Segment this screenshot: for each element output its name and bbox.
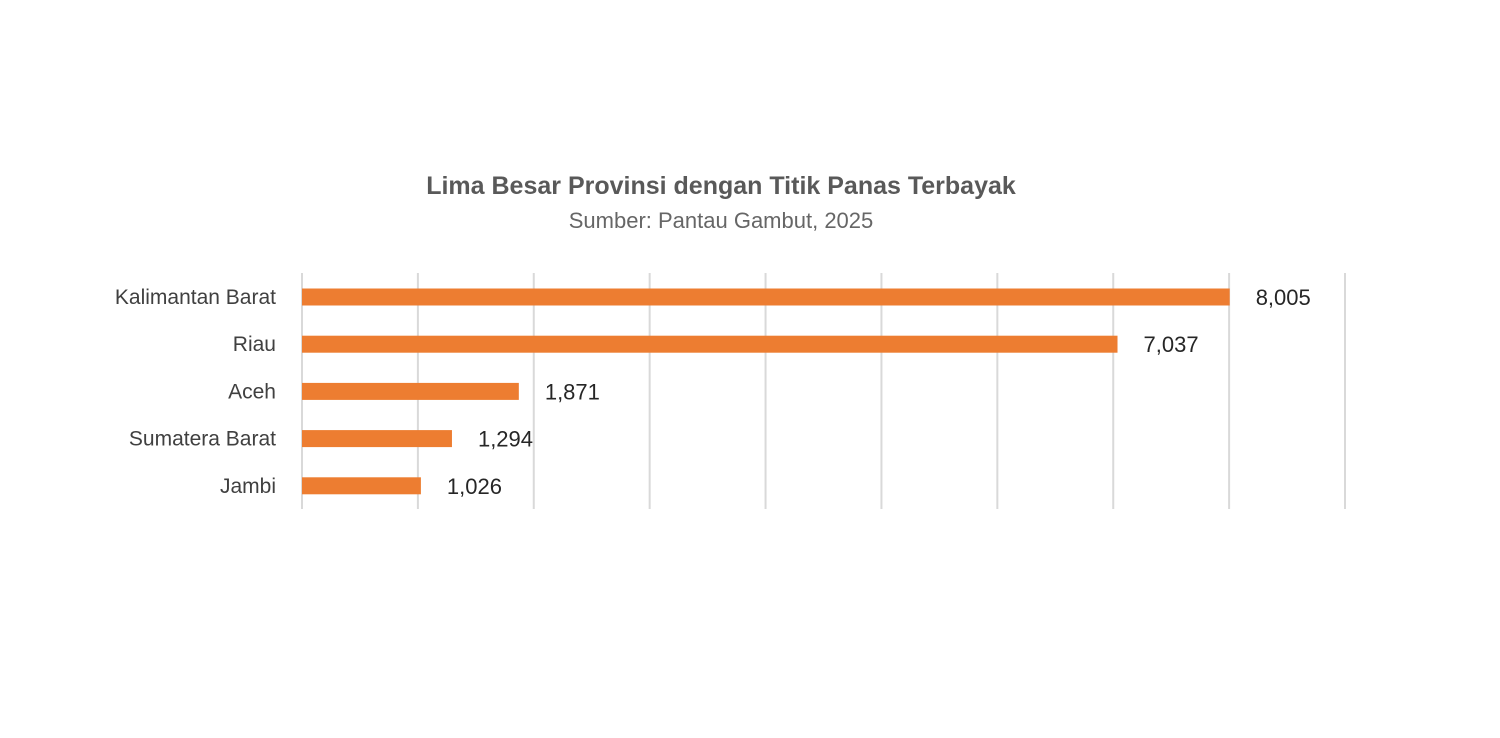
data-label: 8,005: [1256, 285, 1311, 310]
data-labels: 8,005 7,037 1,871 1,294 1,026: [447, 285, 1311, 499]
gridlines: [301, 273, 1346, 509]
category-labels: Kalimantan Barat Riau Aceh Sumatera Barat Ja…: [115, 286, 276, 498]
category-label: Aceh: [228, 380, 276, 403]
data-label: 1,294: [478, 427, 533, 452]
data-label: 1,871: [545, 379, 600, 404]
chart-title: Lima Besar Provinsi dengan Titik Panas T…: [426, 172, 1016, 200]
bar: [302, 430, 452, 448]
bar: [302, 288, 1230, 306]
bar: [302, 477, 421, 495]
chart-subtitle: Sumber: Pantau Gambut, 2025: [569, 208, 874, 233]
category-label: Kalimantan Barat: [115, 286, 276, 309]
data-label: 7,037: [1144, 332, 1199, 357]
category-label: Riau: [233, 333, 276, 356]
category-label: Sumatera Barat: [129, 428, 276, 451]
bar: [302, 335, 1118, 353]
data-label: 1,026: [447, 474, 502, 499]
bar: [302, 382, 519, 400]
category-label: Jambi: [220, 475, 276, 498]
bars: [302, 288, 1230, 495]
